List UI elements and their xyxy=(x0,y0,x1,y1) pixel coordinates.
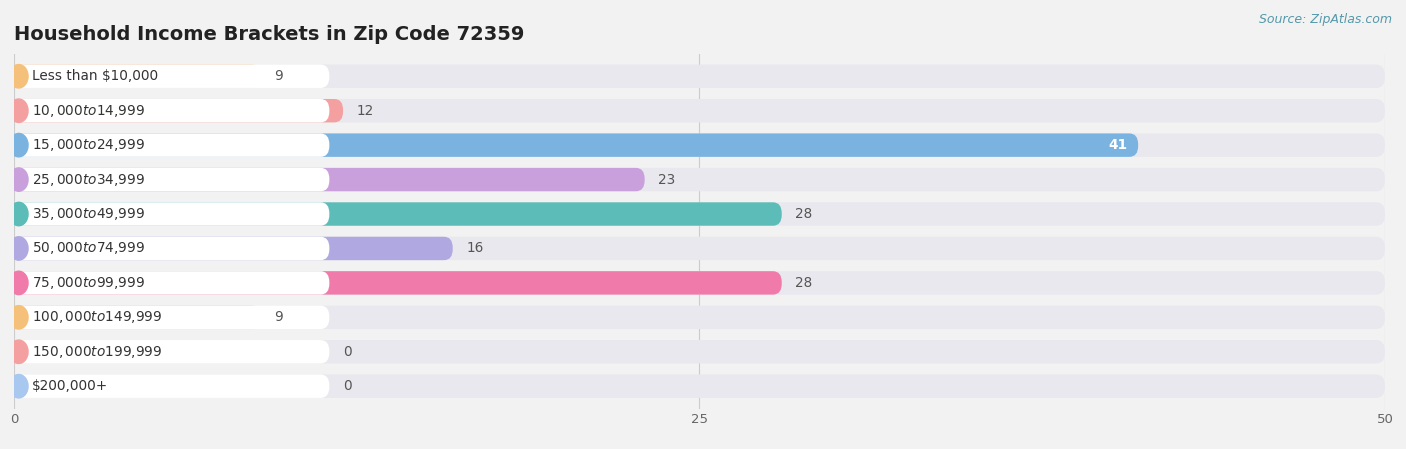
Circle shape xyxy=(10,306,28,329)
Text: 28: 28 xyxy=(796,276,813,290)
Text: $15,000 to $24,999: $15,000 to $24,999 xyxy=(32,137,145,153)
FancyBboxPatch shape xyxy=(14,99,343,123)
Text: Household Income Brackets in Zip Code 72359: Household Income Brackets in Zip Code 72… xyxy=(14,25,524,44)
FancyBboxPatch shape xyxy=(14,99,329,123)
Circle shape xyxy=(10,340,28,364)
FancyBboxPatch shape xyxy=(14,306,329,329)
Text: $100,000 to $149,999: $100,000 to $149,999 xyxy=(32,309,162,326)
Text: 9: 9 xyxy=(274,69,283,83)
FancyBboxPatch shape xyxy=(14,340,329,364)
Text: 0: 0 xyxy=(343,345,352,359)
FancyBboxPatch shape xyxy=(14,237,453,260)
Text: $25,000 to $34,999: $25,000 to $34,999 xyxy=(32,172,145,188)
FancyBboxPatch shape xyxy=(14,65,1385,88)
FancyBboxPatch shape xyxy=(14,374,1385,398)
Circle shape xyxy=(10,374,28,398)
FancyBboxPatch shape xyxy=(14,65,262,88)
FancyBboxPatch shape xyxy=(14,271,782,295)
FancyBboxPatch shape xyxy=(14,374,329,398)
FancyBboxPatch shape xyxy=(14,133,329,157)
Text: 23: 23 xyxy=(658,172,676,187)
FancyBboxPatch shape xyxy=(14,237,329,260)
Circle shape xyxy=(10,99,28,123)
Text: 41: 41 xyxy=(1108,138,1128,152)
FancyBboxPatch shape xyxy=(14,306,262,329)
Circle shape xyxy=(10,168,28,191)
FancyBboxPatch shape xyxy=(14,133,1385,157)
FancyBboxPatch shape xyxy=(14,65,329,88)
Text: Less than $10,000: Less than $10,000 xyxy=(32,69,159,83)
Circle shape xyxy=(10,271,28,295)
Text: $50,000 to $74,999: $50,000 to $74,999 xyxy=(32,241,145,256)
FancyBboxPatch shape xyxy=(14,340,1385,364)
Text: 0: 0 xyxy=(343,379,352,393)
Text: 16: 16 xyxy=(467,242,484,255)
Circle shape xyxy=(10,133,28,157)
FancyBboxPatch shape xyxy=(14,271,329,295)
Text: 12: 12 xyxy=(357,104,374,118)
Text: $35,000 to $49,999: $35,000 to $49,999 xyxy=(32,206,145,222)
FancyBboxPatch shape xyxy=(14,168,1385,191)
Text: $10,000 to $14,999: $10,000 to $14,999 xyxy=(32,103,145,119)
FancyBboxPatch shape xyxy=(14,133,1139,157)
Text: 28: 28 xyxy=(796,207,813,221)
FancyBboxPatch shape xyxy=(14,202,329,226)
Text: $75,000 to $99,999: $75,000 to $99,999 xyxy=(32,275,145,291)
Text: Source: ZipAtlas.com: Source: ZipAtlas.com xyxy=(1258,13,1392,26)
Circle shape xyxy=(10,65,28,88)
Text: $150,000 to $199,999: $150,000 to $199,999 xyxy=(32,344,162,360)
FancyBboxPatch shape xyxy=(14,306,1385,329)
FancyBboxPatch shape xyxy=(14,271,1385,295)
FancyBboxPatch shape xyxy=(14,99,1385,123)
FancyBboxPatch shape xyxy=(14,202,782,226)
Text: 9: 9 xyxy=(274,310,283,324)
Text: $200,000+: $200,000+ xyxy=(32,379,108,393)
FancyBboxPatch shape xyxy=(14,237,1385,260)
FancyBboxPatch shape xyxy=(14,202,1385,226)
FancyBboxPatch shape xyxy=(14,168,329,191)
Circle shape xyxy=(10,237,28,260)
FancyBboxPatch shape xyxy=(14,168,644,191)
Circle shape xyxy=(10,202,28,226)
